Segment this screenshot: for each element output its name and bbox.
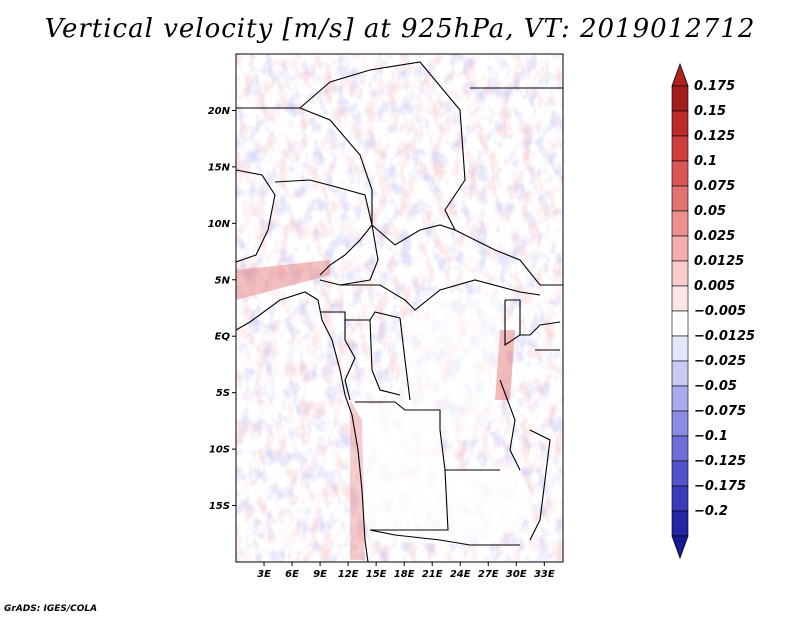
lat-tick-label: 15N — [208, 162, 231, 173]
colorbar-label: −0.05 — [694, 379, 737, 394]
colorbar-label: −0.1 — [694, 429, 728, 444]
lat-tick-label: 5S — [216, 388, 230, 399]
lon-tick-label: 6E — [285, 569, 299, 580]
lon-tick-label: 3E — [257, 569, 271, 580]
colorbar-bottom-arrow — [671, 535, 689, 560]
colorbar-swatch — [671, 385, 689, 412]
colorbar-swatch — [671, 135, 689, 162]
lat-tick-label: 10N — [208, 219, 231, 230]
velocity-field — [236, 54, 563, 562]
colorbar-swatch — [671, 160, 689, 187]
colorbar-swatch — [671, 110, 689, 137]
colorbar-swatch — [671, 210, 689, 237]
colorbar-swatch — [671, 185, 689, 212]
lon-tick-label: 15E — [366, 569, 387, 580]
lat-tick-label: 5N — [215, 275, 231, 286]
lon-tick-label: 27E — [478, 569, 499, 580]
colorbar-label: 0.025 — [694, 229, 735, 244]
country-borders — [236, 61, 563, 562]
longitude-axis: 3E 6E 9E 12E 15E 18E 21E 24E 27E 30E 33E — [257, 562, 555, 580]
colorbar-swatch — [671, 85, 689, 112]
colorbar-label: −0.075 — [694, 404, 746, 419]
colorbar-swatch — [671, 360, 689, 387]
colorbar-swatch — [671, 410, 689, 437]
colorbar-swatch — [671, 485, 689, 512]
lon-tick-label: 21E — [422, 569, 443, 580]
lon-tick-label: 18E — [394, 569, 415, 580]
colorbar-swatch — [671, 335, 689, 362]
chart-title: Vertical velocity [m/s] at 925hPa, VT: 2… — [44, 14, 756, 44]
colorbar-label: 0.1 — [694, 154, 717, 169]
colorbar-swatch — [671, 235, 689, 262]
map-frame — [235, 53, 564, 563]
colorbar-label: −0.025 — [694, 354, 746, 369]
colorbar-swatch — [671, 310, 689, 337]
lat-tick-label: 15S — [209, 501, 230, 512]
colorbar-label: −0.0125 — [694, 329, 755, 344]
colorbar-swatch — [671, 510, 689, 537]
credit-text: GrADS: IGES/COLA — [4, 604, 98, 614]
colorbar-label: 0.0125 — [694, 254, 744, 269]
lat-tick-label: EQ — [215, 332, 231, 343]
colorbar-label: 0.15 — [694, 104, 726, 119]
colorbar-label: 0.175 — [694, 79, 735, 94]
lon-tick-label: 33E — [534, 569, 555, 580]
colorbar-label: 0.075 — [694, 179, 735, 194]
colorbar-swatch — [671, 460, 689, 487]
latitude-axis: 20N 15N 10N 5N EQ 5S 10S 15S — [208, 106, 236, 512]
lat-tick-label: 10S — [209, 445, 230, 456]
lon-tick-label: 9E — [313, 569, 327, 580]
lat-tick-label: 20N — [208, 106, 231, 117]
colorbar-label: 0.125 — [694, 129, 735, 144]
colorbar: 0.175 0.15 0.125 0.1 0.075 0.05 0.025 0.0125 0.0… — [671, 62, 755, 560]
colorbar-swatch — [671, 285, 689, 312]
colorbar-swatch — [671, 435, 689, 462]
lon-tick-label: 12E — [338, 569, 359, 580]
colorbar-top-arrow — [671, 62, 689, 87]
colorbar-label: 0.05 — [694, 204, 726, 219]
colorbar-label: −0.005 — [694, 304, 746, 319]
lon-tick-label: 24E — [450, 569, 471, 580]
colorbar-label: −0.2 — [694, 504, 728, 519]
colorbar-label: −0.125 — [694, 454, 746, 469]
lon-tick-label: 30E — [506, 569, 527, 580]
colorbar-label: 0.005 — [694, 279, 735, 294]
colorbar-swatch — [671, 260, 689, 287]
colorbar-label: −0.175 — [694, 479, 746, 494]
